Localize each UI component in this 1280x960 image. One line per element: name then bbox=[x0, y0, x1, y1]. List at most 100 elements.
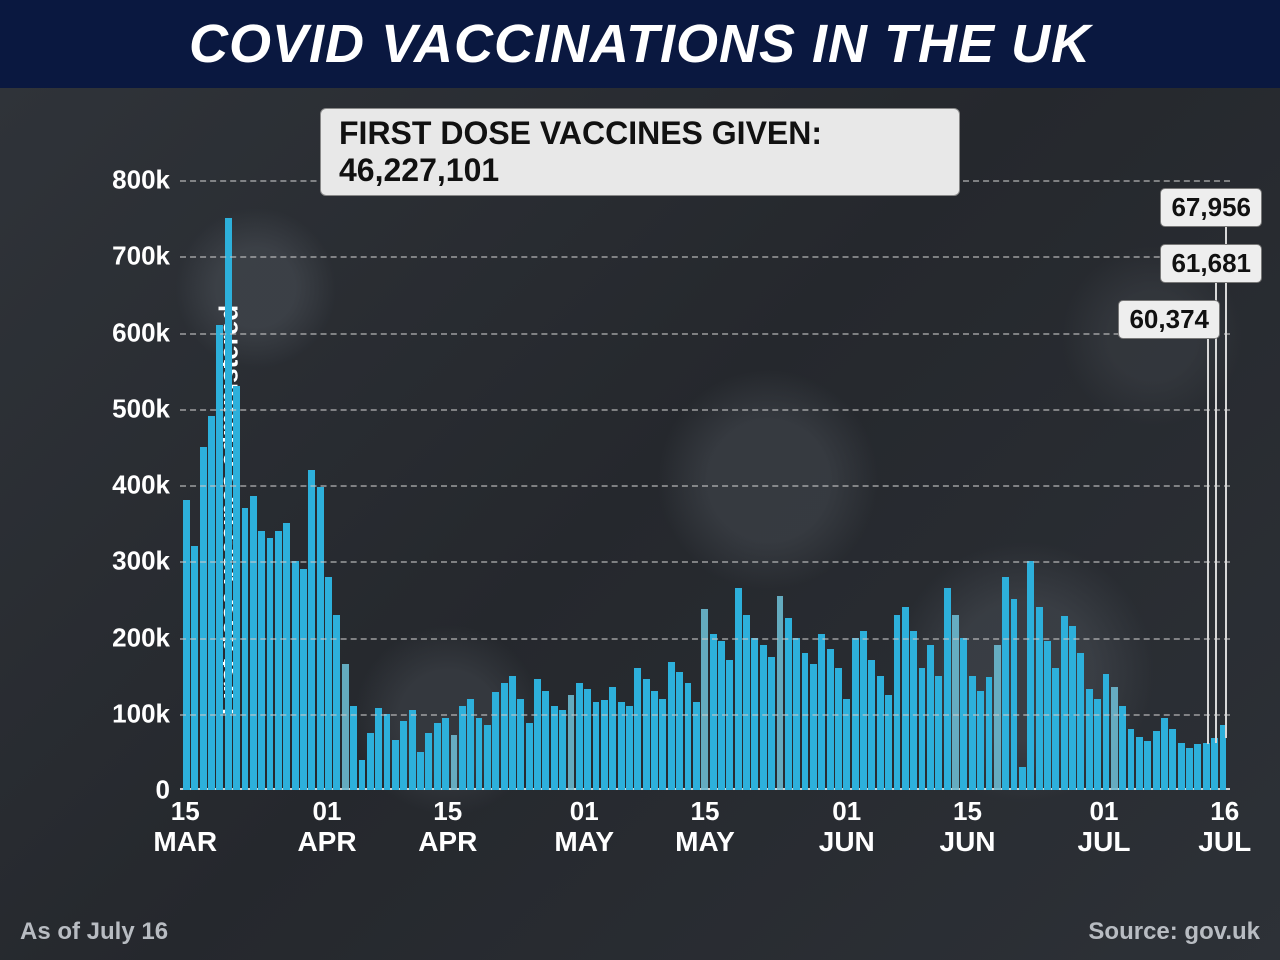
x-tick-month: JUN bbox=[939, 826, 995, 858]
chart-bar bbox=[1094, 699, 1101, 791]
x-tick-day: 15 bbox=[171, 796, 200, 827]
chart-bar bbox=[609, 687, 616, 790]
grid-line bbox=[180, 409, 1230, 411]
chart-bar bbox=[225, 218, 232, 790]
chart-bar bbox=[484, 725, 491, 790]
chart-bar bbox=[1211, 738, 1218, 790]
grid-line bbox=[180, 561, 1230, 563]
chart-bar bbox=[743, 615, 750, 790]
grid-line bbox=[180, 333, 1230, 335]
chart-bar bbox=[986, 677, 993, 790]
x-tick-month: JUL bbox=[1198, 826, 1251, 858]
chart-bar bbox=[668, 662, 675, 790]
chart-bar bbox=[634, 668, 641, 790]
chart-bar bbox=[818, 634, 825, 790]
chart-bar bbox=[526, 723, 533, 790]
chart-bar bbox=[442, 718, 449, 790]
x-tick-month: APR bbox=[418, 826, 477, 858]
y-tick-label: 400k bbox=[80, 470, 170, 501]
chart-bar bbox=[952, 615, 959, 790]
chart-bar bbox=[860, 631, 867, 790]
chart-bar bbox=[375, 708, 382, 790]
grid-line bbox=[180, 714, 1230, 716]
chart-bar bbox=[843, 699, 850, 791]
x-tick-day: 15 bbox=[953, 796, 982, 827]
chart-bar bbox=[777, 596, 784, 790]
chart-bar bbox=[902, 607, 909, 790]
chart-bar bbox=[325, 577, 332, 791]
chart-bar bbox=[701, 609, 708, 790]
chart-bar bbox=[191, 546, 198, 790]
callout-leader-line bbox=[1207, 336, 1209, 744]
header-bar: COVID VACCINATIONS IN THE UK bbox=[0, 0, 1280, 88]
chart-bar bbox=[517, 699, 524, 791]
chart-bar bbox=[1136, 737, 1143, 790]
chart-bar bbox=[1103, 674, 1110, 790]
chart-bar bbox=[1077, 653, 1084, 790]
y-tick-label: 500k bbox=[80, 393, 170, 424]
chart-bar bbox=[768, 657, 775, 790]
chart-bar bbox=[1119, 706, 1126, 790]
chart-bar bbox=[685, 683, 692, 790]
chart-bar bbox=[659, 699, 666, 791]
x-tick-month: JUL bbox=[1078, 826, 1131, 858]
chart-bar bbox=[200, 447, 207, 790]
callout-label: 60,374 bbox=[1118, 300, 1220, 339]
callout-leader-line bbox=[1215, 280, 1217, 743]
chart-bar bbox=[735, 588, 742, 790]
chart-bar bbox=[258, 531, 265, 790]
chart-bar bbox=[1111, 687, 1118, 790]
chart-bar bbox=[1002, 577, 1009, 791]
callout-leader-line bbox=[1225, 224, 1227, 738]
chart-bar bbox=[242, 508, 249, 790]
chart-bar bbox=[1194, 744, 1201, 790]
chart-bar bbox=[1052, 668, 1059, 790]
subtitle-text: FIRST DOSE VACCINES GIVEN: 46,227,101 bbox=[339, 115, 941, 189]
chart-plot-area: 0100k200k300k400k500k600k700k800k15MAR01… bbox=[180, 180, 1230, 790]
chart-bar bbox=[509, 676, 516, 790]
y-tick-label: 200k bbox=[80, 622, 170, 653]
subtitle-box: FIRST DOSE VACCINES GIVEN: 46,227,101 bbox=[320, 108, 960, 196]
chart-bar bbox=[810, 664, 817, 790]
chart-bar bbox=[1153, 731, 1160, 790]
chart-bar bbox=[501, 683, 508, 790]
chart-bar bbox=[1086, 689, 1093, 790]
chart-bar bbox=[643, 679, 650, 790]
chart-bar bbox=[935, 676, 942, 790]
x-tick-day: 16 bbox=[1210, 796, 1239, 827]
chart-bar bbox=[726, 660, 733, 790]
chart-bar bbox=[250, 496, 257, 790]
chart-bar bbox=[300, 569, 307, 790]
chart-bar bbox=[559, 710, 566, 790]
y-tick-label: 100k bbox=[80, 698, 170, 729]
x-tick-day: 15 bbox=[433, 796, 462, 827]
grid-line bbox=[180, 638, 1230, 640]
chart-bar bbox=[183, 500, 190, 790]
chart-bar bbox=[400, 721, 407, 790]
x-tick-day: 01 bbox=[832, 796, 861, 827]
chart-bar bbox=[534, 679, 541, 790]
chart-bar bbox=[626, 706, 633, 790]
chart-bar bbox=[542, 691, 549, 790]
x-tick-month: APR bbox=[297, 826, 356, 858]
chart-bar bbox=[292, 561, 299, 790]
y-tick-label: 300k bbox=[80, 546, 170, 577]
x-tick-month: MAR bbox=[153, 826, 217, 858]
chart-bar bbox=[868, 660, 875, 790]
chart-bar bbox=[451, 735, 458, 790]
chart-bar bbox=[1169, 729, 1176, 790]
chart-bar bbox=[568, 695, 575, 790]
chart-bar bbox=[1011, 599, 1018, 790]
chart-bar bbox=[910, 631, 917, 790]
page-title: COVID VACCINATIONS IN THE UK bbox=[189, 13, 1091, 75]
chart-bar bbox=[710, 634, 717, 790]
chart-bar bbox=[785, 618, 792, 790]
x-tick-month: JUN bbox=[819, 826, 875, 858]
chart-bar bbox=[216, 325, 223, 790]
chart-bar bbox=[333, 615, 340, 790]
footer-source: Source: gov.uk bbox=[1088, 918, 1260, 946]
chart-bar bbox=[367, 733, 374, 790]
x-tick-day: 01 bbox=[1090, 796, 1119, 827]
chart-bar bbox=[1019, 767, 1026, 790]
grid-line bbox=[180, 485, 1230, 487]
